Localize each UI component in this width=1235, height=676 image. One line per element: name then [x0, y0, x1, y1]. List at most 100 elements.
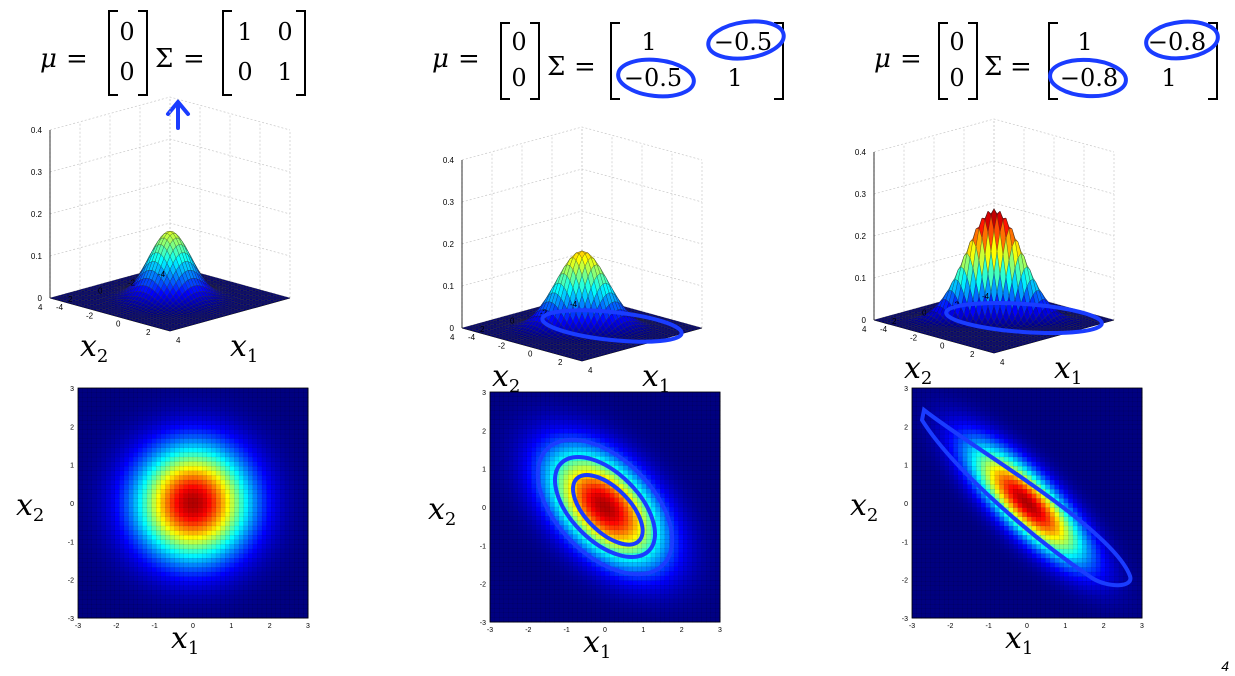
heatmap-cell [225, 539, 231, 545]
heatmap-cell [128, 429, 134, 435]
heatmap-cell [289, 594, 295, 601]
heatmap-cell [206, 387, 212, 394]
heatmap-cell [123, 553, 130, 559]
heatmap-cell [197, 576, 203, 582]
heatmap-cell [266, 525, 272, 532]
heatmap-cell [128, 438, 134, 444]
heatmap-cell [215, 512, 222, 518]
heatmap-cell [82, 479, 88, 486]
heatmap-cell [248, 594, 254, 601]
heatmap-cell [142, 562, 148, 568]
heatmap-cell [243, 498, 249, 504]
heatmap-cell [137, 456, 143, 463]
x1-axis-label-sub: 1 [188, 638, 199, 659]
heatmap-cell [165, 548, 171, 555]
heatmap-cell [271, 484, 277, 490]
heatmap-cell [261, 447, 268, 453]
heatmap-cell [238, 502, 245, 509]
heatmap-cell [248, 470, 254, 476]
heatmap-cell [110, 401, 116, 407]
heatmap-cell [114, 599, 120, 605]
heatmap-cell [206, 420, 212, 426]
heatmap-cell [298, 535, 304, 541]
heatmap-cell [229, 410, 235, 417]
heatmap-cell [87, 530, 93, 536]
heatmap-cell [110, 456, 116, 463]
heatmap-cell [156, 539, 162, 545]
heatmap-cell [123, 604, 130, 610]
heatmap-cell [123, 594, 130, 601]
heatmap-cell [206, 392, 212, 398]
heatmap-cell [275, 544, 281, 550]
heatmap-cell [137, 562, 143, 568]
heatmap-cell [192, 502, 199, 509]
heatmap-cell [77, 590, 84, 596]
heatmap-cell [160, 401, 166, 407]
heatmap-cell [165, 443, 171, 449]
heatmap-cell [114, 438, 120, 444]
heatmap-cell [82, 452, 88, 458]
heatmap-cell [87, 544, 93, 550]
heatmap-cell [275, 475, 281, 481]
heatmap-cell [100, 571, 107, 578]
heatmap-cell [128, 553, 134, 559]
heatmap-cell [238, 443, 245, 449]
heatmap-cell [133, 447, 139, 453]
heatmap-cell [257, 585, 263, 591]
heatmap-cell [243, 433, 249, 440]
heatmap-cell [220, 489, 226, 495]
heatmap-cell [280, 438, 286, 444]
heatmap-cell [100, 392, 107, 398]
heatmap-cell [91, 443, 97, 449]
heatmap-cell [137, 447, 143, 453]
heatmap-cell [284, 530, 291, 536]
heatmap-cell [275, 530, 281, 536]
heatmap-cell [206, 489, 212, 495]
heatmap-cell [261, 420, 268, 426]
z-tick: 0.3 [443, 198, 455, 207]
heatmap-cell [137, 470, 143, 476]
heatmap-cell [284, 447, 291, 453]
heatmap-cell [165, 530, 171, 536]
heatmap-cell [174, 387, 180, 394]
heatmap-cell [96, 604, 102, 610]
heatmap-cell [165, 539, 171, 545]
heatmap-cell [142, 447, 148, 453]
heatmap-cell [220, 553, 226, 559]
heatmap-cell [77, 599, 84, 605]
heatmap-cell [248, 466, 254, 472]
heatmap-cell [96, 443, 102, 449]
heatmap-cell [119, 479, 125, 486]
heatmap-cell [229, 387, 235, 394]
heatmap-cell [215, 567, 222, 573]
heatmap-cell [197, 516, 203, 522]
heatmap-cell [137, 443, 143, 449]
heatmap-cell [87, 415, 93, 421]
heatmap-cell [261, 484, 268, 490]
heatmap-cell [156, 401, 162, 407]
heatmap-cell [133, 512, 139, 518]
heatmap-cell [192, 512, 199, 518]
heatmap-cell [284, 489, 291, 495]
heatmap-cell [284, 535, 291, 541]
heatmap-cell [192, 475, 199, 481]
heatmap-cell [280, 470, 286, 476]
heatmap-cell [284, 401, 291, 407]
heatmap-cell [96, 544, 102, 550]
heatmap-cell [123, 424, 130, 430]
heatmap-cell [160, 447, 166, 453]
heatmap-cell [114, 443, 120, 449]
heatmap-cell [229, 401, 235, 407]
heatmap-cell [215, 530, 222, 536]
heatmap-cell [174, 544, 180, 550]
heatmap-cell [257, 397, 263, 403]
heatmap-cell [220, 521, 226, 527]
heatmap-cell [174, 507, 180, 513]
heatmap-cell [238, 438, 245, 444]
heatmap-cell [91, 484, 97, 490]
heatmap-cell [284, 397, 291, 403]
heatmap-cell [110, 484, 116, 490]
heatmap-cell [294, 438, 300, 444]
heatmap-cell [133, 599, 139, 605]
heatmap-cell [192, 530, 199, 536]
